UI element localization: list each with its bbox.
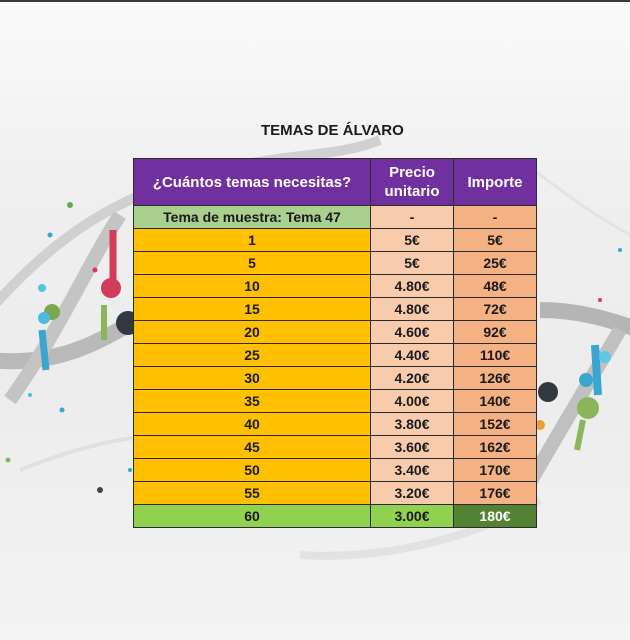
unit-price-cell: 4.80€ bbox=[370, 274, 454, 298]
table-row: 40 3.80€ 152€ bbox=[133, 412, 537, 436]
amount-cell: 170€ bbox=[453, 458, 537, 482]
unit-price-cell: 4.60€ bbox=[370, 320, 454, 344]
unit-price-cell: 3.80€ bbox=[370, 412, 454, 436]
table-row: 15 4.80€ 72€ bbox=[133, 297, 537, 321]
unit-price-cell: 3.40€ bbox=[370, 458, 454, 482]
table-row: 45 3.60€ 162€ bbox=[133, 435, 537, 459]
unit-price-cell: 4.80€ bbox=[370, 297, 454, 321]
quantity-cell: 35 bbox=[133, 389, 371, 413]
amount-cell: 92€ bbox=[453, 320, 537, 344]
header-quantity: ¿Cuántos temas necesitas? bbox=[133, 158, 371, 206]
table-row: 30 4.20€ 126€ bbox=[133, 366, 537, 390]
quantity-cell: 55 bbox=[133, 481, 371, 505]
quantity-cell: 10 bbox=[133, 274, 371, 298]
unit-price-cell: 4.00€ bbox=[370, 389, 454, 413]
amount-cell: 126€ bbox=[453, 366, 537, 390]
quantity-cell: 25 bbox=[133, 343, 371, 367]
unit-price-cell: 5€ bbox=[370, 251, 454, 275]
amount-cell: 72€ bbox=[453, 297, 537, 321]
unit-price-cell: 4.40€ bbox=[370, 343, 454, 367]
header-unit-price: Precio unitario bbox=[370, 158, 454, 206]
table-row: 25 4.40€ 110€ bbox=[133, 343, 537, 367]
unit-price-cell: 3.20€ bbox=[370, 481, 454, 505]
table-row: 55 3.20€ 176€ bbox=[133, 481, 537, 505]
amount-cell: 152€ bbox=[453, 412, 537, 436]
unit-price-cell: 5€ bbox=[370, 228, 454, 252]
table-row: 50 3.40€ 170€ bbox=[133, 458, 537, 482]
quantity-cell: 50 bbox=[133, 458, 371, 482]
amount-cell: 162€ bbox=[453, 435, 537, 459]
unit-price-cell: 3.00€ bbox=[370, 504, 454, 528]
quantity-cell: 60 bbox=[133, 504, 371, 528]
amount-cell: 25€ bbox=[453, 251, 537, 275]
table-row: 5 5€ 25€ bbox=[133, 251, 537, 275]
amount-cell: 176€ bbox=[453, 481, 537, 505]
unit-price-cell: 4.20€ bbox=[370, 366, 454, 390]
table-row: 10 4.80€ 48€ bbox=[133, 274, 537, 298]
top-border-line bbox=[0, 0, 630, 2]
table-row: 20 4.60€ 92€ bbox=[133, 320, 537, 344]
table-row: 35 4.00€ 140€ bbox=[133, 389, 537, 413]
amount-cell: 110€ bbox=[453, 343, 537, 367]
quantity-cell: 15 bbox=[133, 297, 371, 321]
quantity-cell: 5 bbox=[133, 251, 371, 275]
page-title: TEMAS DE ÁLVARO bbox=[261, 122, 404, 139]
sample-row: Tema de muestra: Tema 47 - - bbox=[133, 205, 537, 229]
sample-quantity: Tema de muestra: Tema 47 bbox=[133, 205, 371, 229]
sample-unit-price: - bbox=[370, 205, 454, 229]
amount-cell: 140€ bbox=[453, 389, 537, 413]
sample-amount: - bbox=[453, 205, 537, 229]
amount-cell: 48€ bbox=[453, 274, 537, 298]
quantity-cell: 30 bbox=[133, 366, 371, 390]
unit-price-cell: 3.60€ bbox=[370, 435, 454, 459]
quantity-cell: 20 bbox=[133, 320, 371, 344]
price-table: ¿Cuántos temas necesitas? Precio unitari… bbox=[133, 158, 537, 528]
header-amount: Importe bbox=[453, 158, 537, 206]
quantity-cell: 1 bbox=[133, 228, 371, 252]
quantity-cell: 40 bbox=[133, 412, 371, 436]
quantity-cell: 45 bbox=[133, 435, 371, 459]
final-row: 60 3.00€ 180€ bbox=[133, 504, 537, 528]
table-row: 1 5€ 5€ bbox=[133, 228, 537, 252]
amount-cell: 5€ bbox=[453, 228, 537, 252]
amount-cell: 180€ bbox=[453, 504, 537, 528]
table-header-row: ¿Cuántos temas necesitas? Precio unitari… bbox=[133, 158, 537, 206]
